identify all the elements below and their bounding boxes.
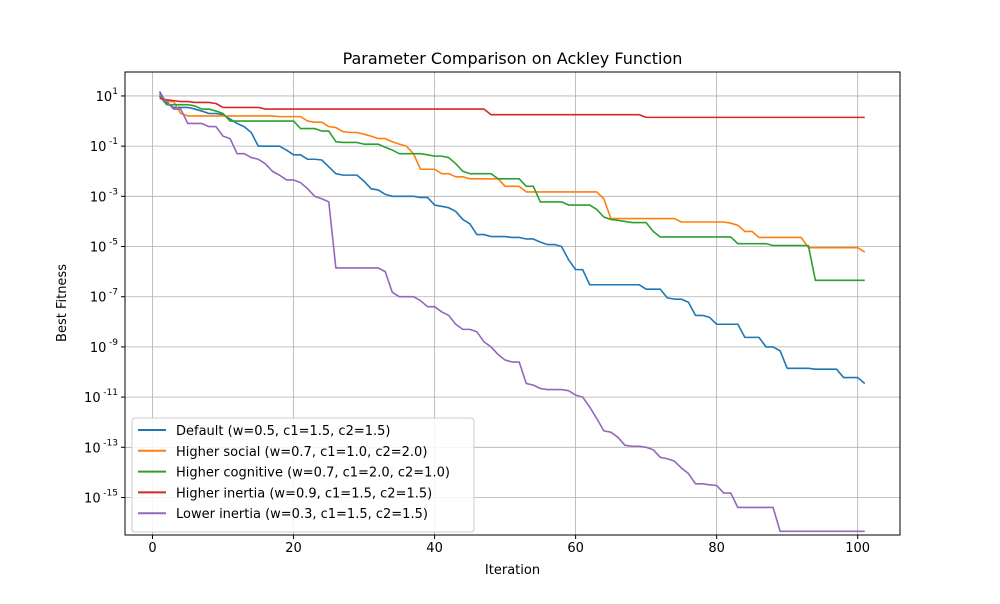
- chart-title: Parameter Comparison on Ackley Function: [343, 49, 683, 68]
- grid-layer: [125, 72, 900, 535]
- series-line-4: [159, 97, 865, 119]
- y-tick-label: -110: [90, 137, 118, 155]
- x-tick-label: 100: [845, 541, 870, 556]
- legend-item: Higher cognitive (w=0.7, c1=2.0, c2=1.0): [138, 466, 450, 481]
- y-tick-base: 10: [90, 241, 107, 256]
- x-tick-label: 80: [708, 541, 725, 556]
- legend-label: Lower inertia (w=0.3, c1=1.5, c2=1.5): [176, 507, 428, 522]
- y-tick-base: 10: [90, 291, 107, 306]
- legend-item: Lower inertia (w=0.3, c1=1.5, c2=1.5): [138, 507, 428, 522]
- ticks-layer: 0 20 40 60 80 100110-110-310-510-710-910-1110…: [84, 87, 870, 556]
- plot-area: 0 20 40 60 80 100110-110-310-510-710-910-1110…: [84, 71, 901, 556]
- x-tick-label: 20: [285, 541, 302, 556]
- legend-item: Higher inertia (w=0.9, c1=1.5, c2=1.5): [138, 486, 432, 501]
- y-tick-base: 10: [90, 341, 107, 356]
- legend-box: [131, 417, 475, 533]
- series-layer: [158, 91, 866, 533]
- y-tick-exponent: -1: [109, 137, 118, 147]
- legend-item: Higher social (w=0.7, c1=1.0, c2=2.0): [138, 445, 427, 460]
- y-tick-exponent: -9: [109, 338, 118, 348]
- x-tick-label: 40: [426, 541, 443, 556]
- y-tick-exponent: -13: [103, 438, 118, 448]
- y-tick-base: 10: [90, 190, 107, 205]
- legend-label: Higher social (w=0.7, c1=1.0, c2=2.0): [176, 445, 427, 460]
- y-tick-label: -910: [90, 338, 118, 356]
- y-tick-label: -510: [90, 238, 118, 256]
- legend-label: Higher inertia (w=0.9, c1=1.5, c2=1.5): [176, 486, 432, 501]
- y-tick-exponent: -7: [109, 288, 118, 298]
- series-line-1: [158, 91, 866, 385]
- y-tick-base: 10: [84, 491, 101, 506]
- y-tick-exponent: -11: [103, 388, 118, 398]
- x-tick-label: 0: [148, 541, 156, 556]
- legend: Default (w=0.5, c1=1.5, c2=1.5) Higher so…: [131, 417, 475, 533]
- x-axis-label: Iteration: [485, 563, 540, 578]
- y-tick-exponent: -5: [109, 238, 118, 248]
- y-tick-label: -310: [90, 187, 118, 205]
- y-tick-label: 110: [96, 87, 118, 105]
- y-tick-exponent: 1: [112, 87, 118, 97]
- y-tick-base: 10: [96, 90, 113, 105]
- y-tick-base: 10: [84, 391, 101, 406]
- legend-label: Default (w=0.5, c1=1.5, c2=1.5): [176, 424, 390, 439]
- y-tick-base: 10: [84, 441, 101, 456]
- y-axis-label: Best Fitness: [55, 264, 70, 342]
- series-line-5: [158, 93, 865, 533]
- y-tick-base: 10: [90, 140, 107, 155]
- y-tick-exponent: -3: [109, 187, 118, 197]
- y-tick-exponent: -15: [103, 488, 118, 498]
- y-tick-label: -710: [90, 288, 118, 306]
- legend-item: Default (w=0.5, c1=1.5, c2=1.5): [138, 424, 390, 439]
- x-tick-label: 60: [567, 541, 584, 556]
- series-line-2: [158, 93, 866, 253]
- series-line-3: [158, 95, 865, 282]
- axes-frame: [124, 71, 901, 536]
- legend-label: Higher cognitive (w=0.7, c1=2.0, c2=1.0): [176, 466, 450, 481]
